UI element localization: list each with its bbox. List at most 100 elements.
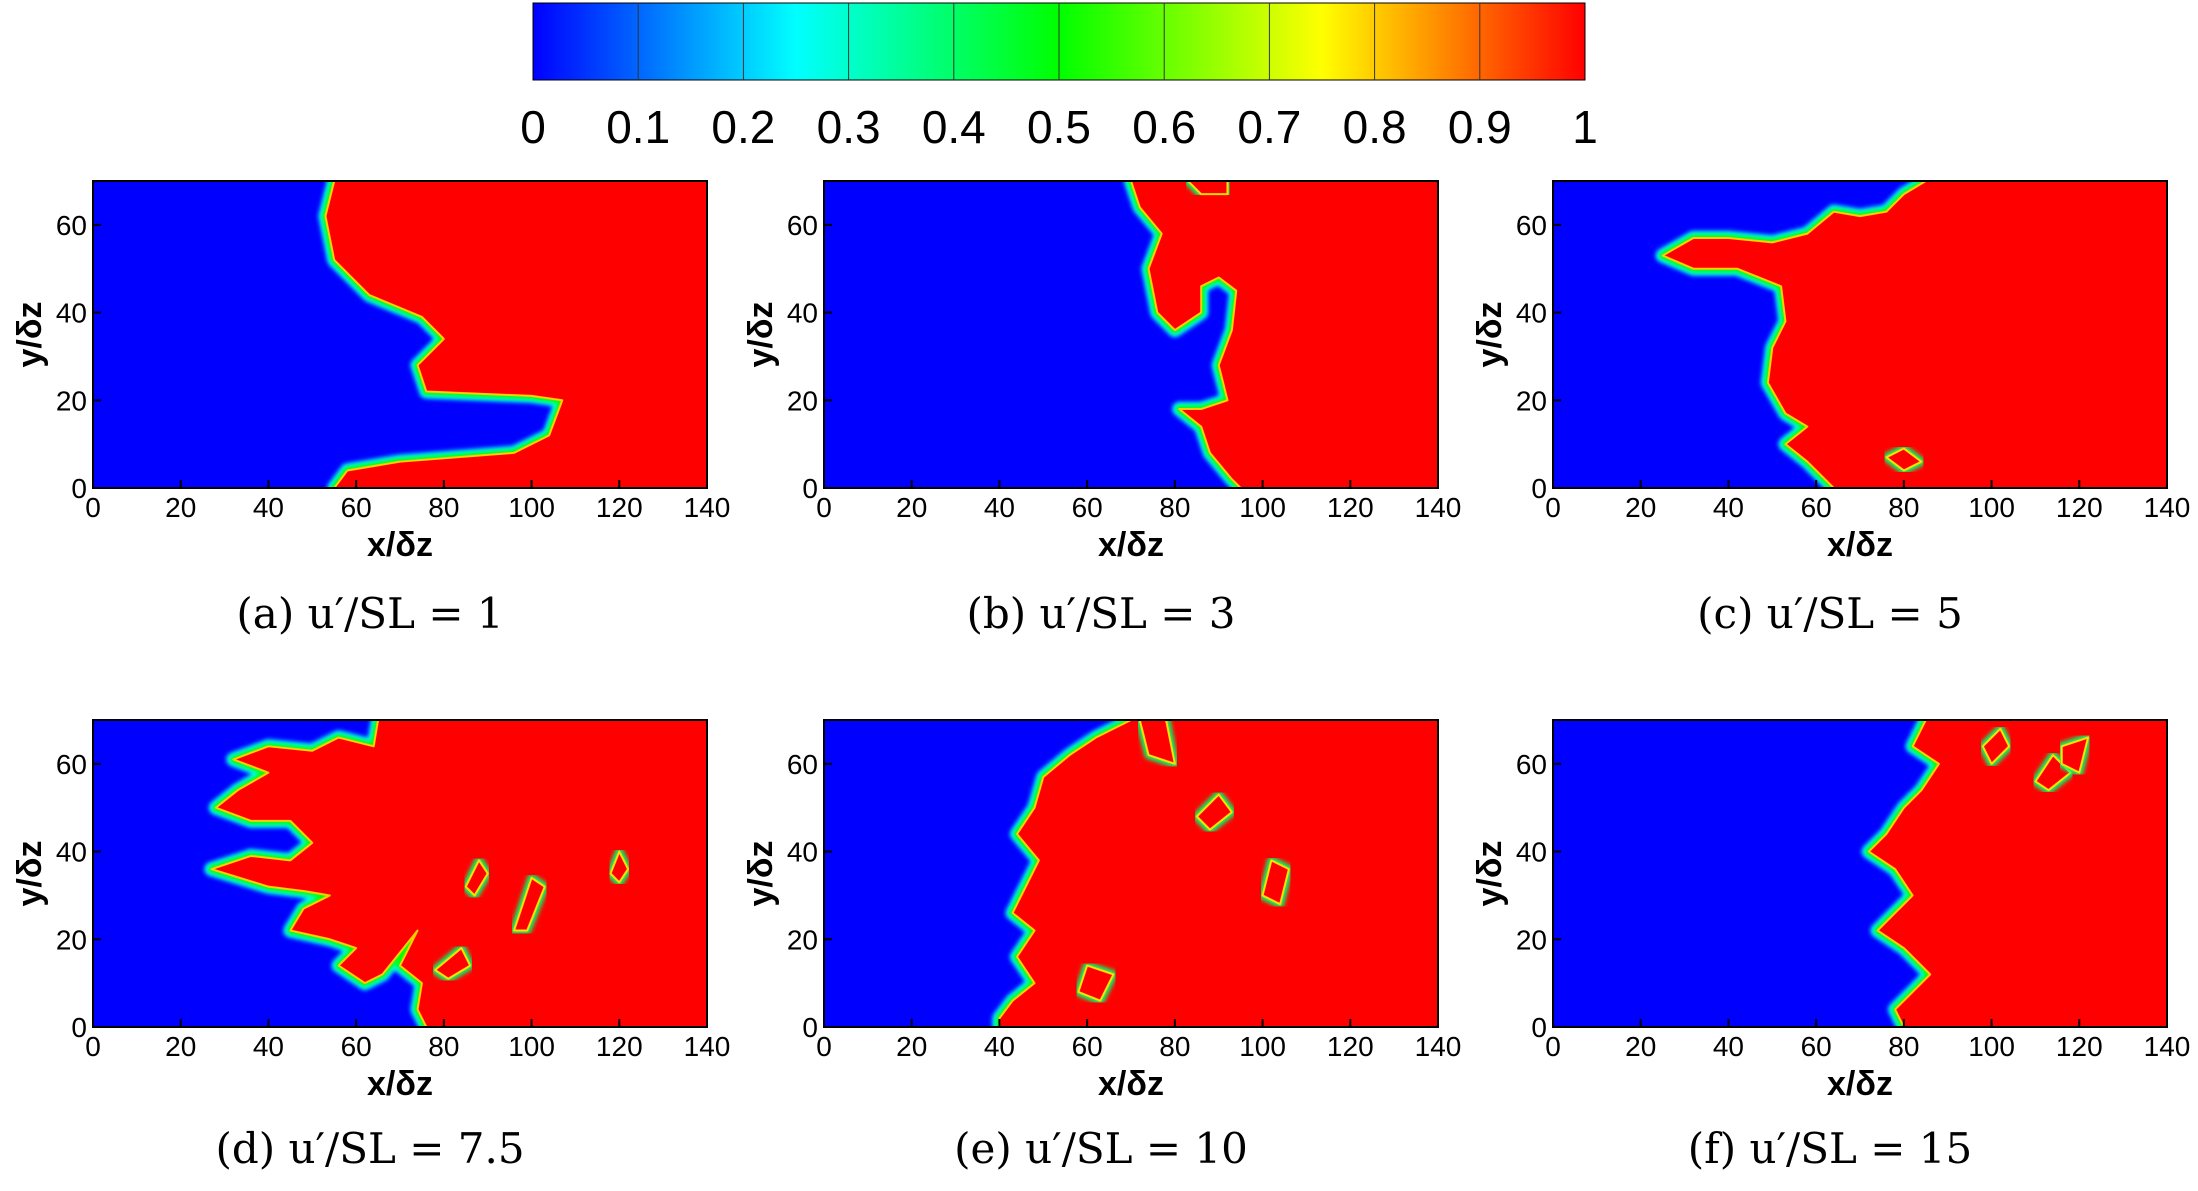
x-tick-label: 40	[1713, 492, 1744, 523]
x-tick-label: 140	[2144, 492, 2191, 523]
y-tick-label: 0	[802, 1012, 818, 1043]
y-axis: 0 20 40 60	[1516, 210, 1561, 504]
x-tick-label: 60	[1072, 1031, 1103, 1062]
x-tick-label: 0	[1545, 1031, 1561, 1062]
y-tick-label: 0	[71, 1012, 87, 1043]
y-tick-label: 40	[787, 298, 818, 329]
x-tick-label: 140	[684, 492, 731, 523]
x-tick-label: 0	[85, 1031, 101, 1062]
y-tick-label: 60	[56, 749, 87, 780]
x-tick-label: 20	[1625, 492, 1656, 523]
x-tick-label: 80	[1888, 492, 1919, 523]
x-tick-label: 40	[253, 1031, 284, 1062]
colorbar-ticks: 0 0.1 0.2 0.3 0.4 0.5 0.6 0.7 0.8 0.9 1	[520, 101, 1598, 153]
x-axis-label: x/δz	[367, 526, 433, 564]
y-tick-label: 20	[787, 385, 818, 416]
y-axis-label: y/δz	[1471, 302, 1509, 368]
x-tick-label: 20	[896, 492, 927, 523]
panel-caption: (e) u′/SL = 10	[954, 1124, 1248, 1173]
x-tick-label: 20	[165, 1031, 196, 1062]
y-tick-label: 60	[787, 210, 818, 241]
burnt-region	[324, 181, 707, 488]
burnt-pocket	[513, 876, 546, 932]
plot-frame	[92, 180, 708, 489]
flame-front	[1861, 720, 2167, 1027]
y-tick-label: 20	[56, 924, 87, 955]
y-tick-label: 40	[1516, 837, 1547, 868]
x-tick-label: 100	[508, 1031, 555, 1062]
burnt-region	[1661, 181, 2167, 488]
heatmap-field	[93, 181, 707, 488]
x-tick-label: 60	[341, 1031, 372, 1062]
x-tick-label: 140	[2144, 1031, 2191, 1062]
burnt-region	[1130, 181, 1438, 488]
y-axis-label: y/δz	[1471, 841, 1509, 907]
heatmap-field	[1553, 720, 2167, 1027]
panel-caption: (c) u′/SL = 5	[1697, 589, 1963, 638]
panel-caption: (d) u′/SL = 7.5	[215, 1124, 524, 1173]
y-tick-label: 0	[1531, 473, 1547, 504]
y-tick-label: 40	[56, 837, 87, 868]
x-tick-label: 120	[2056, 492, 2103, 523]
burnt-pocket	[1261, 859, 1290, 906]
y-axis: 0 20 40 60	[56, 749, 101, 1043]
heatmap-field	[824, 181, 1438, 488]
panel-caption: (a) u′/SL = 1	[236, 589, 503, 638]
y-tick-label: 0	[1531, 1012, 1547, 1043]
plot-frame	[823, 719, 1439, 1028]
x-tick-label: 20	[165, 492, 196, 523]
y-axis: 0 20 40 60	[1516, 749, 1561, 1043]
burnt-pocket	[464, 859, 489, 897]
x-tick-label: 40	[984, 492, 1015, 523]
x-tick-label: 60	[1801, 1031, 1832, 1062]
burnt-pocket	[1138, 720, 1176, 765]
y-tick-label: 60	[787, 749, 818, 780]
x-tick-label: 100	[1968, 1031, 2015, 1062]
x-axis: 0 20 40 60 80 100 120 140	[85, 480, 730, 523]
x-tick-label: 120	[596, 492, 643, 523]
x-axis: 0 20 40 60 80 100 120 140	[816, 480, 1461, 523]
burnt-pocket	[1885, 447, 1923, 472]
x-axis-label: x/δz	[1098, 1065, 1164, 1103]
burnt-region	[210, 720, 707, 1027]
y-axis: 0 20 40 60	[787, 749, 832, 1043]
y-tick-label: 40	[56, 298, 87, 329]
y-tick-label: 40	[1516, 298, 1547, 329]
burnt-pocket	[1077, 964, 1115, 1002]
x-tick-label: 60	[341, 492, 372, 523]
burnt-pocket	[1195, 793, 1233, 831]
plot-frame	[92, 719, 708, 1028]
y-axis-label: y/δz	[742, 302, 780, 368]
y-tick-label: 0	[802, 473, 818, 504]
x-axis-label: x/δz	[1098, 526, 1164, 564]
colorbar-tick-label: 0.5	[1027, 101, 1091, 153]
y-tick-label: 40	[787, 837, 818, 868]
y-tick-label: 0	[71, 473, 87, 504]
colorbar-tick-label: 0.9	[1448, 101, 1512, 153]
x-tick-label: 120	[2056, 1031, 2103, 1062]
heatmap-field	[1553, 181, 2167, 488]
x-tick-label: 100	[1239, 1031, 1286, 1062]
x-tick-label: 140	[1415, 492, 1462, 523]
x-tick-label: 40	[1713, 1031, 1744, 1062]
y-axis-label: y/δz	[11, 302, 49, 368]
x-tick-label: 80	[1159, 1031, 1190, 1062]
heatmap-field	[824, 720, 1438, 1027]
x-tick-label: 140	[1415, 1031, 1462, 1062]
x-axis-label: x/δz	[1827, 1065, 1893, 1103]
flame-front	[204, 720, 707, 1027]
y-tick-label: 60	[1516, 749, 1547, 780]
y-tick-label: 20	[1516, 924, 1547, 955]
colorbar-tick-label: 1	[1572, 101, 1598, 153]
colorbar-tick-label: 0.2	[711, 101, 775, 153]
plot-frame	[823, 180, 1439, 489]
y-axis-label: y/δz	[742, 841, 780, 907]
x-tick-label: 60	[1072, 492, 1103, 523]
colorbar-tick-label: 0.3	[817, 101, 881, 153]
